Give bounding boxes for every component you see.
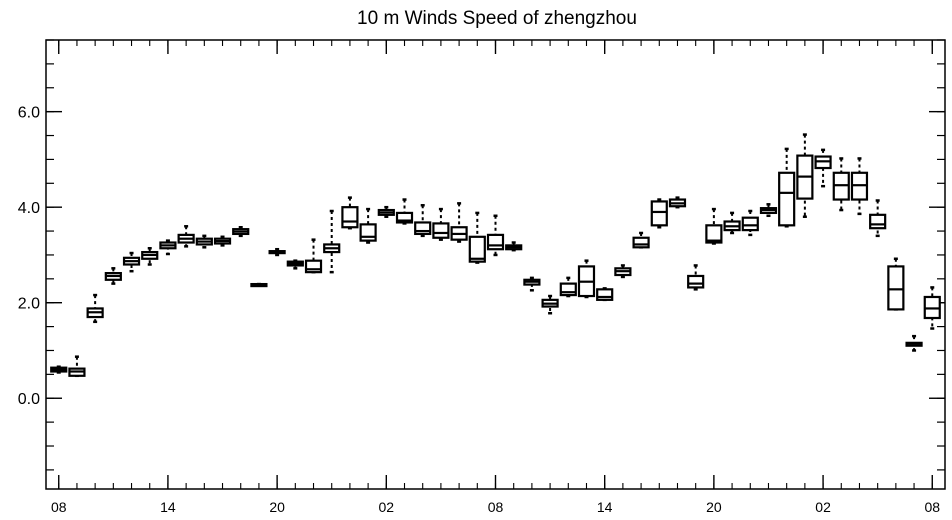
box-group: [486, 214, 505, 257]
box-group: [341, 196, 359, 230]
box-group: [177, 225, 195, 248]
box-body: [359, 223, 377, 242]
box-group: [832, 157, 850, 212]
box-body: [304, 259, 323, 274]
box-body: [741, 216, 759, 232]
box-group: [304, 238, 323, 274]
x-tick-label: 08: [924, 499, 940, 515]
box-group: [559, 276, 577, 298]
x-tick-label: 02: [815, 499, 831, 515]
box-body: [687, 274, 705, 289]
box-body: [559, 282, 577, 297]
box-group: [887, 257, 905, 311]
box-group: [468, 211, 486, 264]
box-group: [723, 211, 741, 235]
box-body: [705, 224, 723, 244]
box-group: [905, 334, 923, 352]
box-body: [632, 236, 650, 249]
box-group: [596, 287, 614, 302]
box-group: [632, 231, 650, 249]
box-body: [869, 213, 887, 230]
box-group: [68, 355, 86, 378]
x-tick-label: 08: [51, 499, 67, 515]
x-tick-label: 14: [597, 499, 613, 515]
box-group: [86, 293, 104, 324]
box-group: [668, 196, 687, 209]
box-group: [104, 267, 122, 285]
chart-title: 10 m Winds Speed of zhengzhou: [357, 8, 637, 29]
x-tick-label: 20: [269, 499, 285, 515]
box-group: [796, 133, 814, 218]
box-group: [268, 247, 286, 257]
box-body: [778, 171, 796, 227]
box-group: [923, 286, 941, 330]
box-group: [705, 207, 723, 245]
axes: 0.0 2.0 4.0 6.0 08 14 20 02 08 14 20 02 08: [18, 39, 945, 515]
box-group: [141, 247, 159, 266]
box-group: [869, 199, 887, 238]
x-tick-label: 08: [488, 499, 504, 515]
y-tick-label: 2.0: [18, 296, 40, 313]
box-body: [395, 211, 414, 224]
box-group: [541, 294, 559, 315]
box-group: [577, 259, 596, 299]
box-group: [232, 225, 250, 238]
box-group: [814, 148, 832, 188]
box-group: [359, 207, 377, 244]
box-body: [650, 200, 668, 227]
box-group: [505, 241, 523, 252]
x-tick-label: 20: [706, 499, 722, 515]
box-body: [414, 221, 432, 236]
box-group: [778, 147, 796, 228]
box-group: [122, 251, 141, 273]
box-group: [50, 365, 68, 374]
y-tick-label: 4.0: [18, 200, 40, 217]
box-group: [286, 259, 304, 270]
box-group: [614, 264, 632, 279]
box-group: [159, 239, 177, 256]
box-group: [323, 209, 341, 274]
y-tick-label: 0.0: [18, 391, 40, 408]
box-body: [596, 288, 614, 301]
boxes: [50, 133, 941, 378]
box-group: [213, 235, 232, 247]
box-group: [741, 209, 759, 237]
box-group: [450, 202, 468, 243]
box-group: [523, 276, 541, 292]
box-group: [850, 157, 869, 216]
y-tick-label: 6.0: [18, 105, 40, 122]
box-body: [341, 206, 359, 229]
box-group: [414, 204, 432, 238]
x-tick-label: 14: [160, 499, 176, 515]
plot-frame: [45, 39, 946, 490]
box-group: [395, 198, 414, 225]
box-body: [887, 265, 905, 311]
box-group: [195, 234, 213, 249]
box-group: [432, 207, 450, 241]
box-body: [432, 222, 450, 239]
box-group: [650, 198, 668, 229]
box-group: [377, 205, 395, 218]
box-group: [250, 282, 268, 288]
box-group: [687, 264, 705, 291]
box-body: [468, 235, 486, 263]
box-group: [759, 203, 778, 218]
x-tick-label: 02: [379, 499, 395, 515]
box-body: [486, 233, 505, 251]
